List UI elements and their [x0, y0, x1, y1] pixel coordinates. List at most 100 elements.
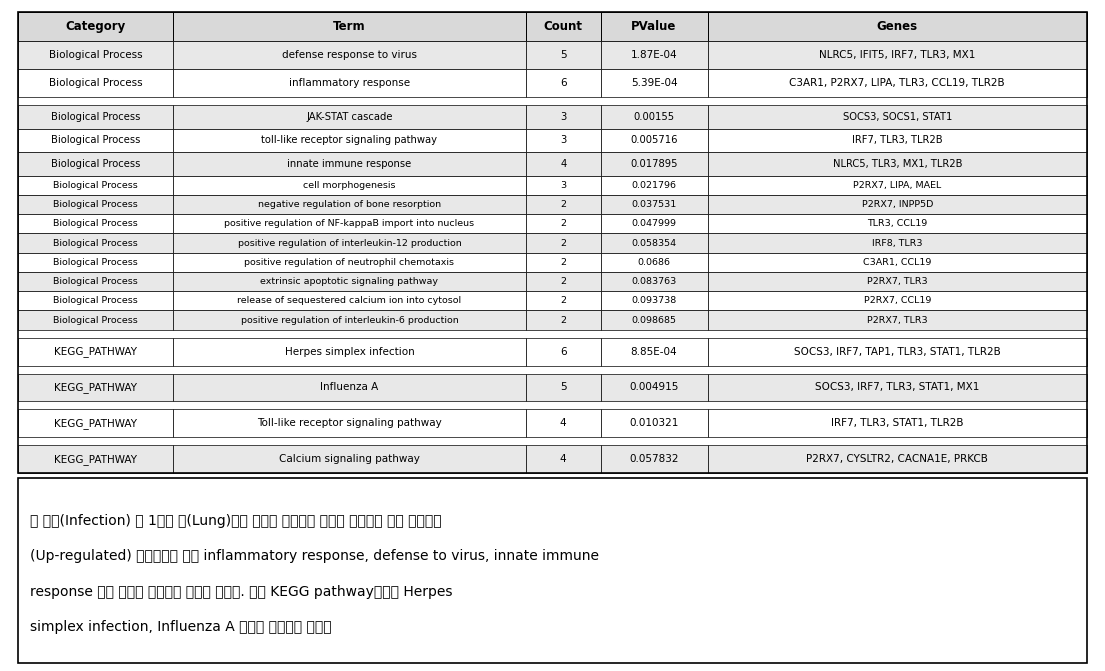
- Text: 2: 2: [560, 258, 566, 267]
- Bar: [526, 234, 601, 253]
- Text: innate immune response: innate immune response: [287, 159, 411, 169]
- Text: Count: Count: [544, 20, 582, 33]
- Bar: [526, 42, 601, 69]
- Text: 4: 4: [560, 159, 567, 169]
- Bar: [526, 152, 601, 176]
- Text: NLRC5, IFIT5, IRF7, TLR3, MX1: NLRC5, IFIT5, IRF7, TLR3, MX1: [819, 50, 976, 60]
- Text: 0.083763: 0.083763: [631, 277, 676, 286]
- Text: (Up-regulated) 유전자들은 주로 inflammatory response, defense to virus, innate immune: (Up-regulated) 유전자들은 주로 inflammatory res…: [30, 550, 599, 563]
- Bar: [18, 42, 173, 69]
- Bar: [707, 152, 1087, 176]
- Bar: [173, 129, 526, 152]
- Text: Biological Process: Biological Process: [53, 200, 138, 209]
- Text: C3AR1, CCL19: C3AR1, CCL19: [863, 258, 932, 267]
- Bar: [18, 214, 173, 234]
- Text: 2: 2: [560, 219, 566, 228]
- Text: release of sequestered calcium ion into cytosol: release of sequestered calcium ion into …: [238, 297, 462, 305]
- Bar: [707, 105, 1087, 129]
- Bar: [173, 253, 526, 272]
- Text: Biological Process: Biological Process: [49, 78, 143, 88]
- Bar: [173, 291, 526, 311]
- Bar: [707, 445, 1087, 473]
- Bar: [601, 234, 707, 253]
- Bar: [526, 445, 601, 473]
- Bar: [18, 311, 173, 329]
- Text: 0.00155: 0.00155: [633, 112, 675, 122]
- Bar: [526, 69, 601, 97]
- Text: Biological Process: Biological Process: [53, 238, 138, 248]
- Text: 3: 3: [560, 180, 566, 190]
- Text: 6: 6: [560, 78, 567, 88]
- Bar: [173, 214, 526, 234]
- Text: P2RX7, CCL19: P2RX7, CCL19: [864, 297, 930, 305]
- Bar: [526, 311, 601, 329]
- Bar: [601, 272, 707, 291]
- Text: 0.058354: 0.058354: [631, 238, 676, 248]
- Bar: [173, 176, 526, 195]
- Text: P2RX7, CYSLTR2, CACNA1E, PRKCB: P2RX7, CYSLTR2, CACNA1E, PRKCB: [807, 454, 988, 464]
- Text: SOCS3, SOCS1, STAT1: SOCS3, SOCS1, STAT1: [843, 112, 951, 122]
- Bar: [18, 445, 173, 473]
- Text: 2: 2: [560, 238, 566, 248]
- Bar: [601, 214, 707, 234]
- Bar: [601, 311, 707, 329]
- Text: 4: 4: [560, 454, 567, 464]
- Text: inflammatory response: inflammatory response: [288, 78, 410, 88]
- Bar: [526, 129, 601, 152]
- Text: JAK-STAT cascade: JAK-STAT cascade: [306, 112, 392, 122]
- Bar: [601, 129, 707, 152]
- Text: P2RX7, TLR3: P2RX7, TLR3: [867, 277, 927, 286]
- Text: 0.005716: 0.005716: [630, 136, 677, 146]
- Bar: [601, 176, 707, 195]
- Text: Biological Process: Biological Process: [51, 159, 140, 169]
- Text: cell morphogenesis: cell morphogenesis: [303, 180, 396, 190]
- Bar: [526, 253, 601, 272]
- Text: KEGG_PATHWAY: KEGG_PATHWAY: [54, 382, 137, 393]
- Text: Category: Category: [65, 20, 126, 33]
- Text: Toll-like receptor signaling pathway: Toll-like receptor signaling pathway: [257, 418, 442, 428]
- Bar: [173, 195, 526, 214]
- Text: KEGG_PATHWAY: KEGG_PATHWAY: [54, 454, 137, 464]
- Bar: [707, 129, 1087, 152]
- Bar: [601, 253, 707, 272]
- Text: positive regulation of interleukin-6 production: positive regulation of interleukin-6 pro…: [241, 315, 459, 325]
- Text: P2RX7, INPP5D: P2RX7, INPP5D: [862, 200, 933, 209]
- Text: 2: 2: [560, 315, 566, 325]
- Text: Biological Process: Biological Process: [51, 112, 140, 122]
- Text: response 관련 기능을 수행하는 것으로 나타남. 관련 KEGG pathway에서는 Herpes: response 관련 기능을 수행하는 것으로 나타남. 관련 KEGG pa…: [30, 585, 453, 599]
- Bar: [18, 234, 173, 253]
- Text: negative regulation of bone resorption: negative regulation of bone resorption: [257, 200, 441, 209]
- Text: 4: 4: [560, 418, 567, 428]
- Bar: [526, 338, 601, 366]
- Bar: [18, 253, 173, 272]
- Bar: [173, 69, 526, 97]
- Bar: [18, 152, 173, 176]
- Text: 0.037531: 0.037531: [631, 200, 676, 209]
- Text: 2: 2: [560, 277, 566, 286]
- Text: NLRC5, TLR3, MX1, TLR2B: NLRC5, TLR3, MX1, TLR2B: [832, 159, 962, 169]
- Text: simplex infection, Influenza A 경로가 주요하게 탐색됨: simplex infection, Influenza A 경로가 주요하게 …: [30, 621, 331, 634]
- Bar: [173, 152, 526, 176]
- Text: toll-like receptor signaling pathway: toll-like receptor signaling pathway: [262, 136, 438, 146]
- Bar: [526, 374, 601, 401]
- Text: 5: 5: [560, 50, 567, 60]
- Text: 3: 3: [560, 136, 567, 146]
- Bar: [707, 214, 1087, 234]
- Bar: [707, 272, 1087, 291]
- Bar: [173, 42, 526, 69]
- Bar: [707, 176, 1087, 195]
- Text: defense response to virus: defense response to virus: [282, 50, 417, 60]
- Bar: [526, 291, 601, 311]
- Bar: [526, 176, 601, 195]
- Text: 0.057832: 0.057832: [630, 454, 678, 464]
- Bar: [173, 409, 526, 437]
- Bar: [707, 311, 1087, 329]
- Text: Genes: Genes: [876, 20, 918, 33]
- Bar: [18, 338, 173, 366]
- Text: 5: 5: [560, 382, 567, 393]
- Text: TLR3, CCL19: TLR3, CCL19: [867, 219, 927, 228]
- Bar: [526, 409, 601, 437]
- Text: 1.87E-04: 1.87E-04: [631, 50, 677, 60]
- Text: 0.098685: 0.098685: [632, 315, 676, 325]
- Bar: [18, 105, 173, 129]
